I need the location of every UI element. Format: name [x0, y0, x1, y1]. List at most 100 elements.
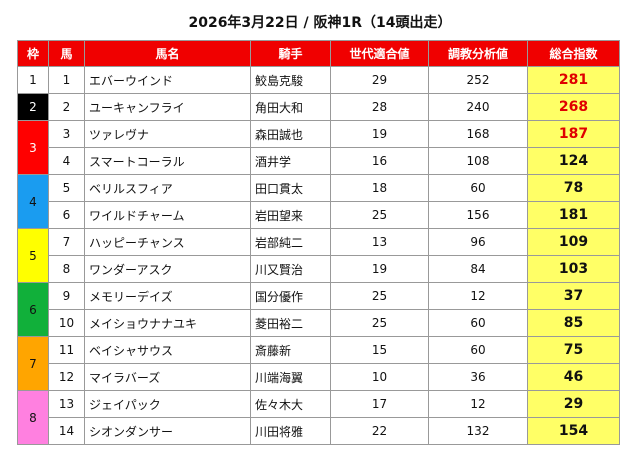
- jockey-cell: 田口貫太: [250, 174, 331, 202]
- training-analysis-cell: 156: [428, 201, 528, 229]
- total-index-cell: 78: [527, 174, 620, 202]
- training-analysis-cell: 252: [428, 66, 528, 94]
- horse-number-cell: 4: [48, 147, 85, 175]
- generation-fit-cell: 29: [330, 66, 429, 94]
- table-row: 2 2 ユーキャンフライ 角田大和 28 240 268: [17, 93, 620, 121]
- header-waku: 枠: [17, 40, 49, 67]
- table-row: 4 5 ベリルスフィア 田口貫太 18 60 78: [17, 174, 620, 229]
- table-row: 6 ワイルドチャーム 岩田望来 25 156 181: [18, 201, 620, 229]
- training-analysis-cell: 60: [428, 336, 528, 364]
- training-analysis-cell: 108: [428, 147, 528, 175]
- generation-fit-cell: 10: [330, 363, 429, 391]
- header-jockey: 騎手: [250, 40, 331, 67]
- header-total-index: 総合指数: [527, 40, 620, 67]
- jockey-cell: 岩田望来: [250, 201, 331, 229]
- header-training-analysis: 調教分析値: [428, 40, 528, 67]
- horse-name-cell: スマートコーラル: [84, 147, 251, 175]
- total-index-cell: 29: [527, 390, 620, 418]
- horse-number-cell: 11: [48, 336, 85, 364]
- total-index-cell: 181: [527, 201, 620, 229]
- table-row: 6 9 メモリーデイズ 国分優作 25 12 37: [17, 282, 620, 337]
- horse-name-cell: ツァレヴナ: [84, 120, 251, 148]
- jockey-cell: 酒井学: [250, 147, 331, 175]
- jockey-cell: 川端海翼: [250, 363, 331, 391]
- total-index-cell: 268: [527, 93, 620, 121]
- header-row: 枠 馬 馬名 騎手 世代適合値 調教分析値 総合指数: [17, 40, 620, 67]
- waku-cell: 1: [17, 66, 49, 94]
- horse-name-cell: ワイルドチャーム: [84, 201, 251, 229]
- generation-fit-cell: 25: [330, 282, 429, 310]
- total-index-cell: 281: [527, 66, 620, 94]
- table-row: 10 メイショウナナユキ 菱田裕二 25 60 85: [18, 309, 620, 337]
- horse-name-cell: ベリルスフィア: [84, 174, 251, 202]
- waku-cell: 3: [17, 120, 49, 175]
- header-generation-fit: 世代適合値: [330, 40, 429, 67]
- jockey-cell: 佐々木大: [250, 390, 331, 418]
- generation-fit-cell: 25: [330, 309, 429, 337]
- training-analysis-cell: 168: [428, 120, 528, 148]
- jockey-cell: 川又賢治: [250, 255, 331, 283]
- horse-number-cell: 2: [48, 93, 85, 121]
- jockey-cell: 斎藤新: [250, 336, 331, 364]
- jockey-cell: 角田大和: [250, 93, 331, 121]
- horse-name-cell: マイラバーズ: [84, 363, 251, 391]
- waku-cell: 5: [17, 228, 49, 283]
- generation-fit-cell: 13: [330, 228, 429, 256]
- total-index-cell: 85: [527, 309, 620, 337]
- jockey-cell: 鮫島克駿: [250, 66, 331, 94]
- total-index-cell: 103: [527, 255, 620, 283]
- generation-fit-cell: 25: [330, 201, 429, 229]
- horse-number-cell: 7: [48, 228, 85, 256]
- generation-fit-cell: 15: [330, 336, 429, 364]
- horse-number-cell: 6: [48, 201, 85, 229]
- table-row: 7 11 ベイシャサウス 斎藤新 15 60 75: [17, 336, 620, 391]
- horse-number-cell: 12: [48, 363, 85, 391]
- training-analysis-cell: 240: [428, 93, 528, 121]
- table-row: 8 13 ジェイパック 佐々木大 17 12 29: [17, 390, 620, 445]
- generation-fit-cell: 18: [330, 174, 429, 202]
- horse-name-cell: ジェイパック: [84, 390, 251, 418]
- waku-cell: 6: [17, 282, 49, 337]
- jockey-cell: 森田誠也: [250, 120, 331, 148]
- race-table: 枠 馬 馬名 騎手 世代適合値 調教分析値 総合指数 1 1 エバーウインド 鮫島克駿…: [17, 40, 620, 445]
- training-analysis-cell: 36: [428, 363, 528, 391]
- total-index-cell: 124: [527, 147, 620, 175]
- training-analysis-cell: 60: [428, 174, 528, 202]
- horse-number-cell: 13: [48, 390, 85, 418]
- table-row: 3 3 ツァレヴナ 森田誠也 19 168 187: [17, 120, 620, 175]
- total-index-cell: 187: [527, 120, 620, 148]
- jockey-cell: 岩部純二: [250, 228, 331, 256]
- training-analysis-cell: 132: [428, 417, 528, 445]
- horse-number-cell: 8: [48, 255, 85, 283]
- waku-cell: 7: [17, 336, 49, 391]
- jockey-cell: 国分優作: [250, 282, 331, 310]
- horse-number-cell: 3: [48, 120, 85, 148]
- generation-fit-cell: 17: [330, 390, 429, 418]
- total-index-cell: 46: [527, 363, 620, 391]
- waku-cell: 8: [17, 390, 49, 445]
- horse-name-cell: ベイシャサウス: [84, 336, 251, 364]
- total-index-cell: 154: [527, 417, 620, 445]
- horse-number-cell: 9: [48, 282, 85, 310]
- generation-fit-cell: 19: [330, 120, 429, 148]
- generation-fit-cell: 22: [330, 417, 429, 445]
- horse-name-cell: シオンダンサー: [84, 417, 251, 445]
- total-index-cell: 109: [527, 228, 620, 256]
- training-analysis-cell: 96: [428, 228, 528, 256]
- waku-cell: 2: [17, 93, 49, 121]
- horse-name-cell: ユーキャンフライ: [84, 93, 251, 121]
- training-analysis-cell: 84: [428, 255, 528, 283]
- horse-number-cell: 1: [48, 66, 85, 94]
- generation-fit-cell: 16: [330, 147, 429, 175]
- jockey-cell: 川田将雅: [250, 417, 331, 445]
- table-row: 4 スマートコーラル 酒井学 16 108 124: [18, 147, 620, 175]
- generation-fit-cell: 28: [330, 93, 429, 121]
- training-analysis-cell: 12: [428, 282, 528, 310]
- horse-name-cell: エバーウインド: [84, 66, 251, 94]
- waku-cell: 4: [17, 174, 49, 229]
- header-horse-number: 馬: [48, 40, 85, 67]
- table-row: 1 1 エバーウインド 鮫島克駿 29 252 281: [17, 66, 620, 94]
- training-analysis-cell: 60: [428, 309, 528, 337]
- jockey-cell: 菱田裕二: [250, 309, 331, 337]
- horse-number-cell: 14: [48, 417, 85, 445]
